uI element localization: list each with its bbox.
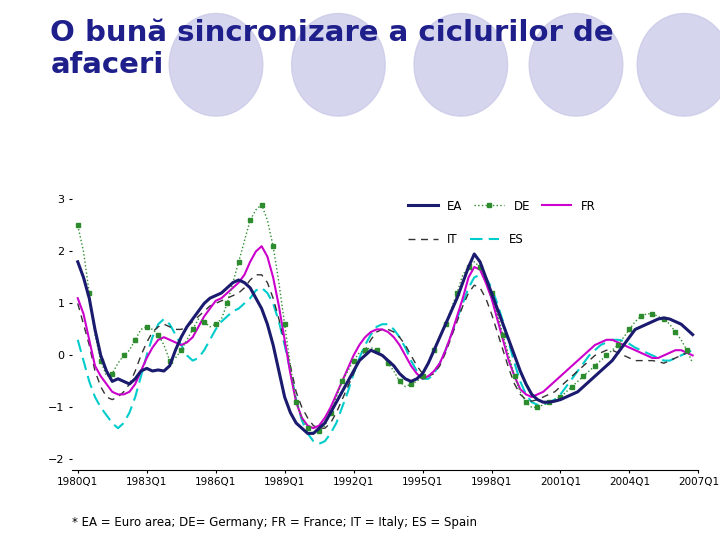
ES bbox=[73, 336, 82, 343]
FR bbox=[309, 425, 318, 431]
ES bbox=[366, 332, 375, 338]
Ellipse shape bbox=[292, 14, 385, 116]
Text: * EA = Euro area; DE= Germany; FR = France; IT = Italy; ES = Spain: * EA = Euro area; DE= Germany; FR = Fran… bbox=[72, 516, 477, 529]
IT bbox=[315, 425, 323, 431]
FR bbox=[573, 357, 582, 364]
DE bbox=[137, 326, 145, 333]
Ellipse shape bbox=[637, 14, 720, 116]
EA bbox=[613, 349, 622, 356]
EA bbox=[573, 389, 582, 395]
IT bbox=[137, 352, 145, 359]
ES bbox=[171, 332, 180, 338]
IT bbox=[73, 300, 82, 307]
FR bbox=[625, 345, 634, 351]
DE bbox=[309, 430, 318, 437]
IT bbox=[688, 347, 697, 354]
EA bbox=[73, 259, 82, 265]
EA bbox=[366, 347, 375, 354]
ES bbox=[315, 441, 323, 447]
DE bbox=[372, 347, 381, 354]
EA bbox=[688, 332, 697, 338]
DE bbox=[688, 360, 697, 367]
FR bbox=[257, 243, 266, 249]
FR bbox=[688, 352, 697, 359]
Line: IT: IT bbox=[78, 275, 693, 428]
ES bbox=[476, 272, 485, 278]
FR bbox=[372, 326, 381, 333]
DE bbox=[257, 201, 266, 208]
EA bbox=[303, 430, 312, 437]
Legend: IT, ES: IT, ES bbox=[404, 228, 528, 251]
DE bbox=[171, 355, 180, 361]
ES bbox=[625, 341, 634, 347]
FR bbox=[137, 368, 145, 374]
ES bbox=[137, 373, 145, 380]
Line: DE: DE bbox=[76, 203, 694, 435]
Ellipse shape bbox=[169, 14, 263, 116]
EA bbox=[171, 347, 180, 354]
Line: ES: ES bbox=[78, 275, 693, 444]
EA bbox=[137, 368, 145, 374]
IT bbox=[625, 355, 634, 361]
IT bbox=[251, 272, 260, 278]
Line: FR: FR bbox=[78, 246, 693, 428]
DE bbox=[613, 342, 622, 348]
FR bbox=[613, 339, 622, 346]
ES bbox=[613, 336, 622, 343]
IT bbox=[573, 368, 582, 374]
DE bbox=[573, 378, 582, 384]
FR bbox=[73, 295, 82, 301]
IT bbox=[171, 326, 180, 333]
DE bbox=[625, 326, 634, 333]
FR bbox=[171, 339, 180, 346]
IT bbox=[613, 349, 622, 356]
IT bbox=[372, 329, 381, 335]
Text: O bună sincronizare a ciclurilor de
afaceri: O bună sincronizare a ciclurilor de afac… bbox=[50, 19, 614, 79]
Ellipse shape bbox=[529, 14, 623, 116]
EA bbox=[625, 334, 634, 340]
Line: EA: EA bbox=[78, 254, 693, 434]
Ellipse shape bbox=[414, 14, 508, 116]
ES bbox=[573, 368, 582, 374]
DE bbox=[73, 222, 82, 228]
EA bbox=[470, 251, 479, 257]
ES bbox=[688, 347, 697, 354]
